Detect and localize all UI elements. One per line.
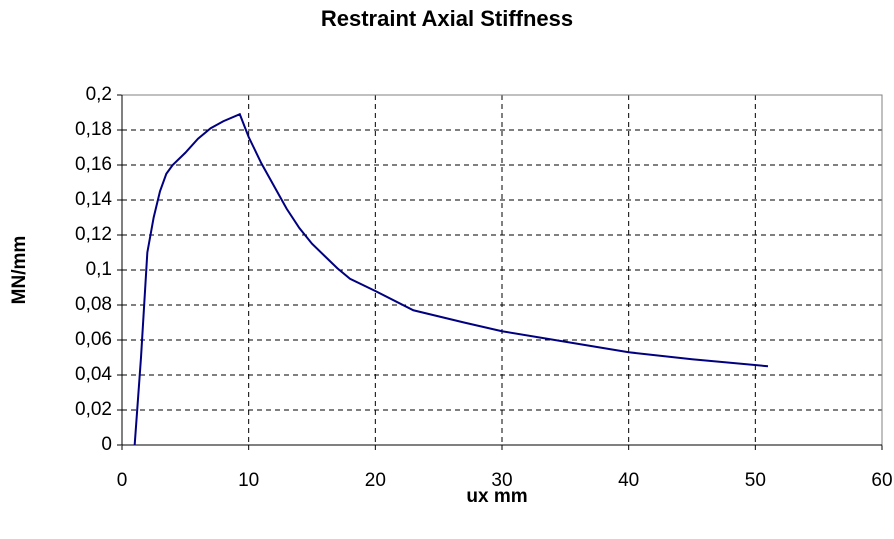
x-tick-label: 20 xyxy=(365,470,386,491)
x-tick-label: 0 xyxy=(117,470,128,491)
y-tick-label: 0,18 xyxy=(75,119,112,140)
x-tick-label: 30 xyxy=(491,470,512,491)
x-tick-label: 50 xyxy=(745,470,766,491)
x-axis-label: ux mm xyxy=(466,486,527,507)
y-tick-label: 0,16 xyxy=(75,154,112,175)
y-tick-label: 0 xyxy=(101,434,112,455)
y-tick-label: 0,1 xyxy=(86,259,112,280)
y-tick-label: 0,08 xyxy=(75,294,112,315)
y-tick-label: 0,12 xyxy=(75,224,112,245)
x-tick-label: 60 xyxy=(871,470,892,491)
y-tick-label: 0,02 xyxy=(75,399,112,420)
y-axis-label: MN/mm xyxy=(9,236,30,305)
y-tick-label: 0,04 xyxy=(75,364,112,385)
chart-title: Restraint Axial Stiffness xyxy=(321,6,573,31)
data-line xyxy=(133,112,769,446)
y-tick-label: 0,14 xyxy=(75,189,112,210)
x-tick-label: 40 xyxy=(618,470,639,491)
x-tick-label: 10 xyxy=(238,470,259,491)
y-tick-label: 0,2 xyxy=(86,84,112,105)
y-tick-label: 0,06 xyxy=(75,329,112,350)
